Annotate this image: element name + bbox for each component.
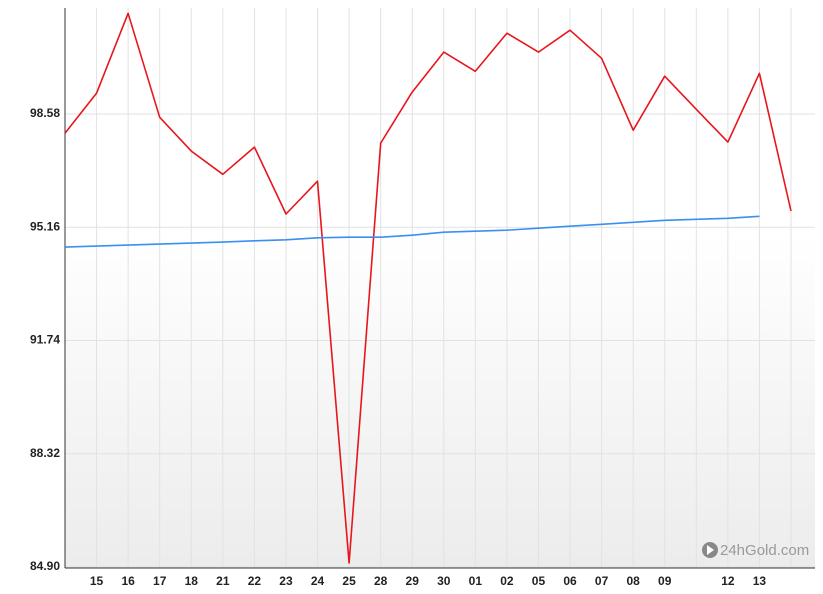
y-tick-label: 88.32 [30, 446, 60, 460]
series-line [64, 12, 792, 564]
x-tick-label: 25 [342, 574, 356, 588]
x-tick-label: 28 [374, 574, 388, 588]
series-line [64, 215, 760, 248]
watermark-icon-arrow [707, 545, 714, 555]
x-tick-label: 05 [532, 574, 546, 588]
x-tick-label: 29 [406, 574, 420, 588]
x-tick-label: 01 [469, 574, 483, 588]
x-tick-label: 16 [121, 574, 135, 588]
y-tick-label: 95.16 [30, 219, 60, 233]
x-tick-label: 17 [153, 574, 167, 588]
y-tick-label: 98.58 [30, 106, 60, 120]
x-tick-label: 24 [311, 574, 325, 588]
x-tick-label: 08 [626, 574, 640, 588]
x-tick-label: 07 [595, 574, 609, 588]
y-tick-label: 84.90 [30, 559, 60, 573]
x-tick-label: 18 [185, 574, 199, 588]
plot-background [65, 8, 815, 568]
x-tick-label: 23 [279, 574, 293, 588]
x-tick-label: 02 [500, 574, 514, 588]
watermark: 24hGold.com [720, 542, 809, 559]
x-tick-label: 21 [216, 574, 230, 588]
x-tick-label: 15 [90, 574, 104, 588]
x-tick-label: 22 [248, 574, 262, 588]
x-tick-label: 30 [437, 574, 451, 588]
x-tick-label: 06 [563, 574, 577, 588]
y-tick-label: 91.74 [30, 333, 60, 347]
x-tick-label: 12 [721, 574, 735, 588]
x-tick-label: 09 [658, 574, 672, 588]
x-tick-label: 13 [753, 574, 767, 588]
